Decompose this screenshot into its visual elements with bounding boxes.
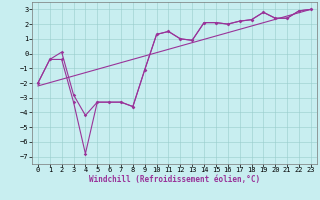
X-axis label: Windchill (Refroidissement éolien,°C): Windchill (Refroidissement éolien,°C)	[89, 175, 260, 184]
